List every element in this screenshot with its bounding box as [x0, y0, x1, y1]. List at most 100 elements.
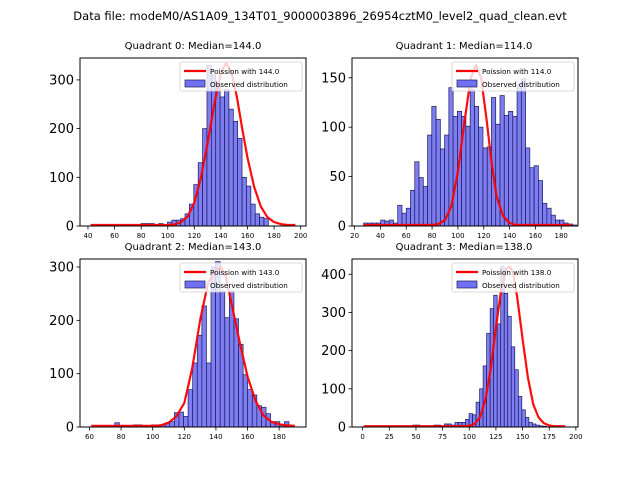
histogram-bar — [465, 125, 471, 227]
x-tick-label: 60 — [402, 232, 411, 240]
x-tick-label: 140 — [214, 232, 227, 240]
histogram-bar — [202, 128, 208, 227]
x-tick-label: 60 — [110, 232, 119, 240]
histogram-bar — [414, 161, 420, 227]
y-tick-label: 300 — [49, 261, 74, 276]
legend-box — [451, 262, 575, 293]
y-tick-label: 100 — [321, 121, 346, 136]
x-tick-label: 140 — [209, 433, 222, 441]
x-tick-label: 80 — [117, 433, 126, 441]
histogram-bar — [508, 111, 514, 227]
histogram-bar — [259, 216, 265, 227]
histogram-bar — [525, 147, 531, 227]
x-tick-label: 40 — [84, 232, 93, 240]
histogram-bar — [510, 346, 516, 428]
x-tick-label: 0 — [360, 433, 364, 441]
axes: 60 80 100 120 140 160 180 0 100 200 300 — [49, 258, 307, 441]
subplot-quadrant-0: Quadrant 0: Median=144.0 40 60 80 100 120 140… — [49, 41, 307, 240]
histogram-bar — [546, 207, 552, 227]
axes-frame — [79, 258, 307, 428]
x-tick-label: 100 — [146, 433, 159, 441]
histogram-bar — [452, 115, 458, 227]
x-tick-label: 180 — [555, 232, 568, 240]
x-tick-label: 125 — [489, 433, 502, 441]
histogram-bar — [431, 106, 437, 227]
legend-box — [451, 61, 575, 92]
histogram-bar — [242, 374, 249, 428]
histogram-bar — [482, 147, 488, 227]
histogram-bar — [196, 334, 203, 428]
histogram-bar — [507, 315, 512, 428]
histogram-bar — [538, 180, 543, 227]
x-tick-label: 200 — [294, 232, 307, 240]
histogram-bar — [475, 401, 480, 428]
histogram-bar — [192, 362, 198, 428]
y-tick-label: 400 — [321, 268, 346, 283]
histogram-bar — [503, 114, 509, 227]
legend-bar-swatch — [456, 79, 478, 88]
histogram-bar — [517, 396, 523, 428]
x-tick-label: 60 — [85, 433, 94, 441]
subplot-title: Quadrant 1: Median=114.0 — [396, 41, 533, 52]
y-tick-label: 100 — [321, 382, 346, 397]
x-tick-label: 180 — [267, 232, 280, 240]
legend: Poission with 143.0 Observed distribution — [179, 262, 303, 293]
legend-label-poisson: Poission with 138.0 — [482, 268, 552, 277]
x-tick-label: 120 — [477, 232, 490, 240]
histogram-bar — [183, 415, 189, 428]
histogram-bar — [503, 293, 509, 428]
histogram-bar — [228, 108, 234, 227]
legend-box — [179, 262, 303, 293]
histogram-bar — [542, 202, 548, 227]
histogram-bar — [521, 409, 526, 428]
x-tick-label: 160 — [241, 433, 254, 441]
x-tick-label: 140 — [503, 232, 516, 240]
y-tick-label: 0 — [338, 421, 346, 436]
y-tick-label: 0 — [66, 421, 74, 436]
legend-label-poisson: Poission with 114.0 — [482, 67, 552, 76]
histogram-bar — [237, 137, 243, 227]
histogram-bar — [397, 204, 403, 227]
legend-label-observed: Observed distribution — [210, 281, 288, 290]
legend: Poission with 138.0 Observed distribution — [451, 262, 575, 293]
histogram-bar — [224, 317, 230, 428]
legend-bar-swatch — [184, 79, 206, 88]
histogram-bar — [514, 369, 519, 428]
axes: 20 40 60 80 100 120 140 160 180 0 50 100 150 — [321, 57, 579, 240]
y-tick-label: 100 — [49, 367, 74, 382]
legend-label-poisson: Poission with 144.0 — [210, 67, 280, 76]
histogram-bar — [524, 417, 530, 428]
x-tick-label: 80 — [137, 232, 146, 240]
histogram-bar — [263, 218, 269, 227]
histogram-bar — [435, 118, 441, 227]
x-tick-label: 50 — [412, 433, 421, 441]
legend-label-observed: Observed distribution — [482, 80, 560, 89]
x-tick-label: 25 — [385, 433, 394, 441]
x-tick-label: 100 — [451, 232, 464, 240]
x-tick-label: 120 — [188, 232, 201, 240]
legend-label-observed: Observed distribution — [210, 80, 288, 89]
histogram-bar — [422, 186, 428, 227]
x-tick-label: 120 — [178, 433, 191, 441]
y-tick-label: 50 — [329, 170, 346, 185]
subplot-title: Quadrant 0: Median=144.0 — [125, 41, 262, 52]
x-tick-label: 100 — [463, 433, 476, 441]
histogram-bar — [247, 389, 253, 428]
y-tick-label: 200 — [49, 122, 74, 137]
histogram-bar — [219, 290, 226, 428]
histogram-bar — [533, 165, 539, 227]
x-tick-label: 150 — [516, 433, 529, 441]
histogram-bar — [246, 185, 252, 227]
figure-suptitle: Data file: modeM0/AS1A09_134T01_90000038… — [73, 9, 567, 23]
y-tick-label: 0 — [66, 220, 74, 235]
x-tick-label: 40 — [376, 232, 385, 240]
legend: Poission with 114.0 Observed distribution — [451, 61, 575, 92]
subplot-quadrant-3: Quadrant 3: Median=138.0 0 25 50 75 100 125 15… — [321, 242, 582, 441]
x-tick-label: 80 — [428, 232, 437, 240]
axes-frame — [351, 57, 579, 227]
histogram-bar — [439, 148, 445, 227]
y-tick-label: 150 — [321, 71, 346, 86]
histogram-bar — [254, 213, 260, 227]
x-tick-label: 175 — [543, 433, 556, 441]
